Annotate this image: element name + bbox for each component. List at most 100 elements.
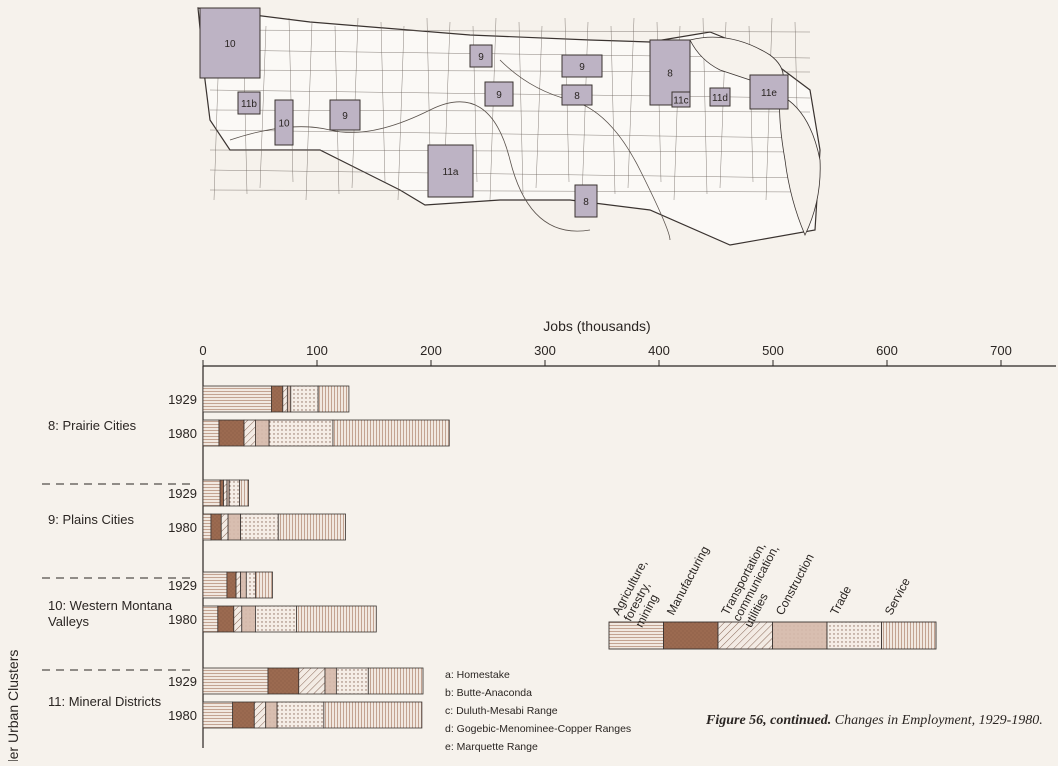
bar-segment: [270, 385, 284, 413]
bar-segment: [253, 701, 267, 729]
cluster-label: 9: [342, 111, 348, 122]
bar-segment: [286, 385, 292, 413]
bar-segment: [282, 385, 288, 413]
y-axis-title: Smaller Urban Clusters: [5, 650, 21, 761]
cluster-region: [274, 99, 294, 146]
bar-segment: [245, 571, 256, 599]
bar-segment: [268, 419, 334, 447]
year-label: 1980: [168, 708, 197, 723]
county-line: [489, 17, 497, 201]
bar-segment: [223, 479, 228, 507]
bar-segment: [220, 513, 229, 541]
bar-segment: [202, 385, 272, 413]
bar-group: 1929 1980 8: Prairie Cities: [42, 385, 450, 485]
cluster-label: 11d: [712, 93, 728, 104]
bar-segment: [240, 513, 279, 541]
legend-swatch: [772, 621, 828, 650]
bar-group: 1929 1980 9: Plains Cities: [42, 479, 346, 579]
legend-swatch: [881, 621, 937, 650]
cluster-region: [329, 99, 361, 131]
bar-segment: [267, 667, 300, 695]
bar-segment: [233, 605, 243, 633]
x-tick-label: 200: [420, 343, 442, 358]
cluster-label: 10: [224, 39, 236, 50]
bar-groups: 1929 1980 8: Prairie Cities 1929 1980 9: Plai…: [42, 385, 450, 729]
cluster-region: [574, 184, 598, 218]
cluster-region: [709, 87, 731, 107]
bar-segment: [202, 701, 234, 729]
year-label: 1929: [168, 392, 197, 407]
bar-group: 1929 1980 11: Mineral Districts: [48, 667, 424, 729]
legend-label: Agriculture,forestry,mining: [609, 557, 673, 629]
cluster-region: [469, 44, 493, 68]
county-line: [259, 25, 267, 189]
caption-text: Changes in Employment, 1929-1980.: [831, 713, 1043, 728]
bar-segment: [255, 419, 270, 447]
bar-segment: [210, 513, 222, 541]
county-line: [535, 25, 543, 189]
county-line: [518, 21, 524, 195]
county-line: [305, 21, 313, 201]
river: [229, 101, 591, 232]
cluster-label: 9: [478, 52, 484, 63]
bar-segment: [202, 667, 269, 695]
bar-segment: [202, 513, 212, 541]
legend-label: Construction: [773, 551, 817, 617]
bar-segment: [324, 667, 337, 695]
year-label: 1980: [168, 520, 197, 535]
cluster-region: [427, 144, 474, 198]
cluster-label: 9: [496, 90, 502, 101]
county-line: [397, 25, 405, 201]
caption-title: Figure 56, continued.: [706, 713, 832, 728]
x-tick-label: 700: [990, 343, 1012, 358]
bar-segment: [243, 419, 256, 447]
group-label: 10: Western Montana: [48, 598, 173, 613]
figure-caption: Figure 56, continued. Changes in Employm…: [706, 711, 1046, 730]
bar-segment: [255, 571, 273, 599]
footnote: d: Gogebic-Menominee-Copper Ranges: [445, 723, 631, 735]
legend-label: Manufacturing: [664, 544, 712, 618]
bar-segment: [226, 571, 237, 599]
bar-segment: [241, 605, 256, 633]
bar-segment: [296, 605, 377, 633]
cluster-label: 11b: [241, 99, 257, 110]
cluster-region: [749, 74, 789, 110]
cluster-region: [561, 54, 603, 78]
employment-chart-svg: Jobs (thousands) 0 100 200 300 400 500 600 700 …: [5, 318, 1056, 766]
county-line: [209, 189, 811, 193]
cluster-region: [561, 84, 593, 106]
county-line: [627, 17, 635, 189]
legend-label: Service: [882, 575, 913, 617]
bar-segment: [217, 605, 235, 633]
county-line: [380, 21, 386, 183]
cluster-region: [199, 7, 261, 79]
bar-segment: [367, 667, 424, 695]
cluster-region: [484, 81, 514, 107]
cluster-label: 10: [278, 119, 290, 130]
x-axis-title: Jobs (thousands): [543, 318, 650, 334]
county-line: [581, 21, 589, 201]
bar-segment: [335, 667, 369, 695]
cluster-region: [671, 91, 691, 108]
bar-segment: [323, 701, 423, 729]
county-line: [209, 169, 811, 179]
bar-segment: [232, 701, 255, 729]
county-line: [209, 129, 811, 139]
group-label: Valleys: [48, 614, 89, 629]
cluster-label: 8: [574, 91, 580, 102]
footnote: a: Homestake: [445, 669, 510, 681]
x-axis: 0 100 200 300 400 500 600 700: [199, 343, 1056, 748]
county-line: [209, 29, 811, 33]
x-tick-label: 500: [762, 343, 784, 358]
legend-label: Trade: [827, 583, 854, 617]
x-tick-label: 600: [876, 343, 898, 358]
cluster-label: 11a: [443, 167, 459, 178]
group-label: 9: Plains Cities: [48, 512, 134, 527]
group-label: 11: Mineral Districts: [48, 694, 162, 709]
bar-segment: [290, 385, 319, 413]
region-map: 10 11b 10 9 11a 9 9 9 8 8 8 11c 11d 11e: [170, 0, 1050, 250]
bar-segment: [298, 667, 326, 695]
bar-segment: [332, 419, 450, 447]
bar-segment: [239, 479, 249, 507]
